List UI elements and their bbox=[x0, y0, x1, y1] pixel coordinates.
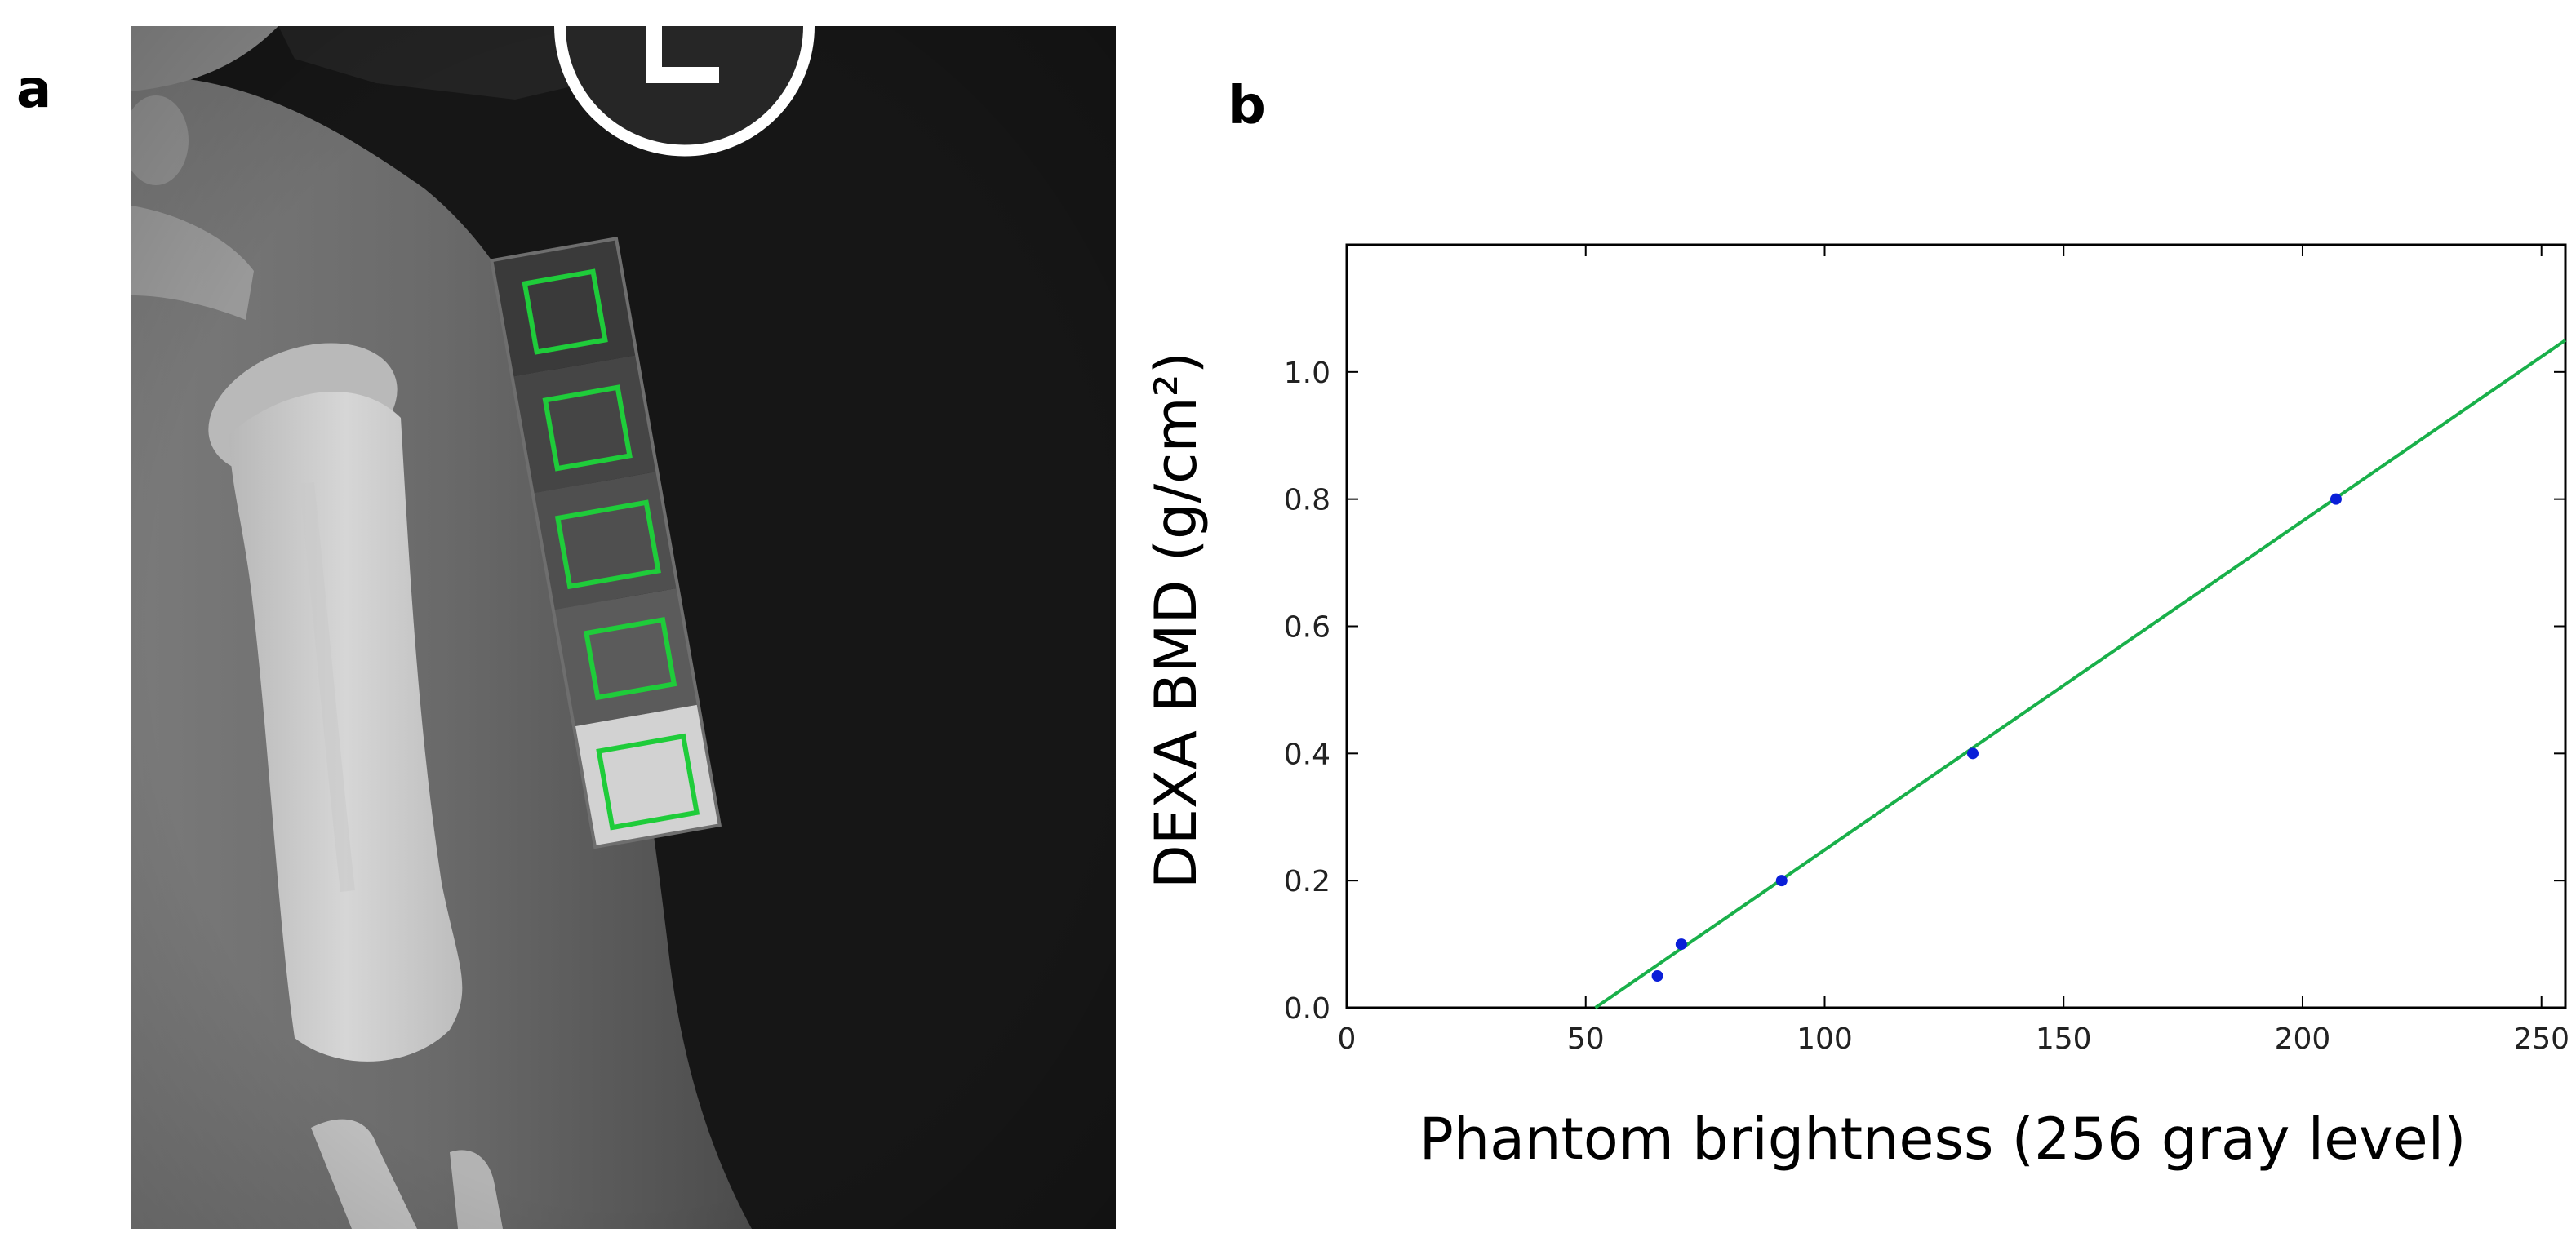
plot-frame bbox=[1345, 243, 2567, 1009]
x-tick-label: 250 bbox=[2513, 1022, 2569, 1056]
calibration-phantom bbox=[490, 236, 722, 849]
y-tick-label: 0.4 bbox=[1284, 738, 1330, 771]
panel-label-a: a bbox=[16, 60, 52, 120]
data-point bbox=[1966, 747, 1979, 760]
y-tick-label: 0.2 bbox=[1284, 865, 1330, 898]
data-point bbox=[1651, 970, 1663, 982]
x-tick-label: 100 bbox=[1797, 1022, 1853, 1056]
y-tick-label: 1.0 bbox=[1284, 357, 1330, 390]
side-marker-L: L bbox=[554, 26, 815, 157]
calibration-chart: 0 50 100 150 200 250 0.0 0.2 0.4 0.6 0.8 1.0 Phant… bbox=[1143, 243, 2569, 1173]
roi-box bbox=[554, 499, 661, 590]
y-axis-title: DEXA BMD (g/cm²) bbox=[1143, 352, 1210, 889]
x-tick-label: 200 bbox=[2275, 1022, 2331, 1056]
radiograph-image: L bbox=[131, 26, 1116, 1229]
x-ticks: 0 50 100 150 200 250 bbox=[1338, 245, 2569, 1056]
roi-box bbox=[596, 733, 700, 831]
roi-box bbox=[522, 268, 608, 355]
panel-label-b: b bbox=[1228, 76, 1266, 136]
roi-box bbox=[583, 617, 677, 701]
y-tick-label: 0.8 bbox=[1284, 484, 1330, 517]
x-tick-label: 0 bbox=[1338, 1022, 1357, 1056]
data-points bbox=[1651, 493, 2342, 982]
y-ticks: 0.0 0.2 0.4 0.6 0.8 1.0 bbox=[1284, 357, 2565, 1026]
y-tick-label: 0.6 bbox=[1284, 611, 1330, 645]
fit-line bbox=[1594, 339, 2567, 1009]
data-point bbox=[2330, 493, 2342, 505]
x-axis-title: Phantom brightness (256 gray level) bbox=[1419, 1106, 2467, 1173]
data-point bbox=[1675, 938, 1687, 951]
y-tick-label: 0.0 bbox=[1284, 992, 1330, 1026]
roi-box bbox=[542, 384, 633, 472]
x-tick-label: 150 bbox=[2036, 1022, 2092, 1056]
data-point bbox=[1775, 875, 1788, 887]
x-tick-label: 50 bbox=[1567, 1022, 1605, 1056]
